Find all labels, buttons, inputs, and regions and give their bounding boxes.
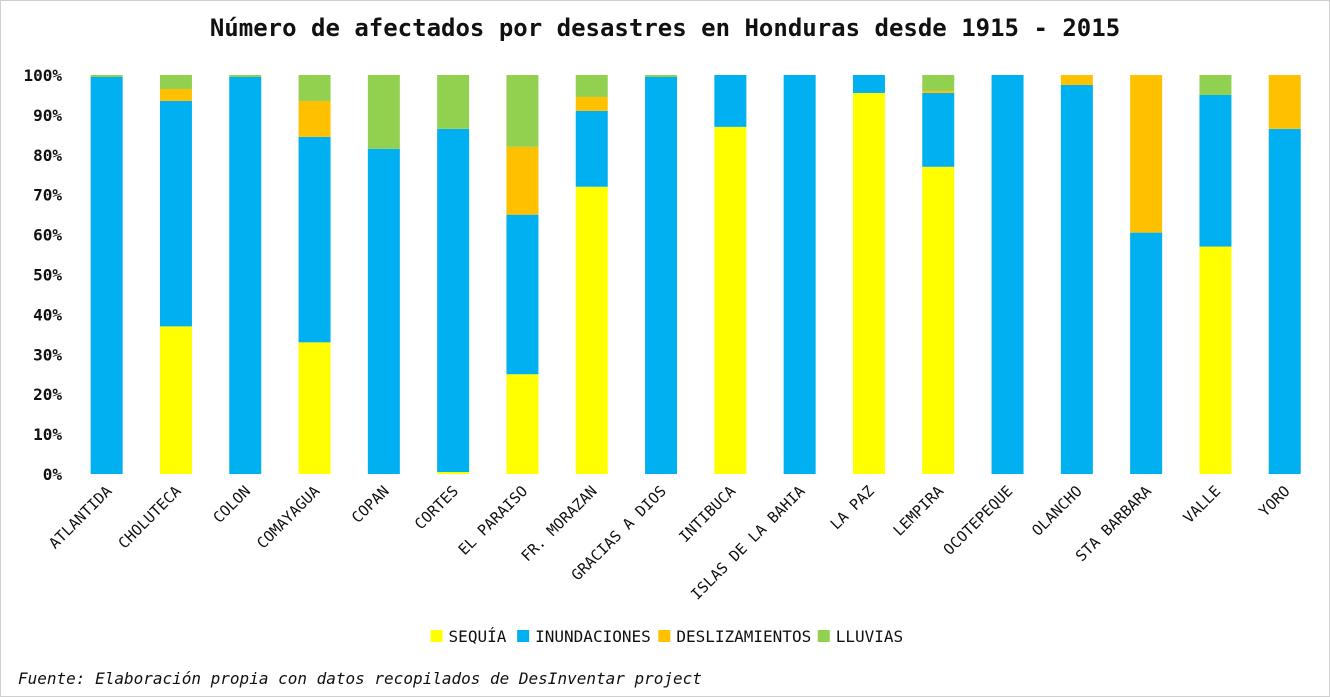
bar-segment <box>90 76 123 475</box>
bar-segment <box>575 96 608 111</box>
bar-segment <box>367 148 400 474</box>
x-tick-label: LEMPIRA <box>890 482 947 539</box>
bar-segment <box>367 75 400 149</box>
bar-segment <box>922 92 955 167</box>
bar-segment <box>506 374 539 474</box>
bar-segment <box>1060 84 1093 474</box>
y-tick-label: 30% <box>33 345 62 364</box>
bar-segment <box>575 110 608 187</box>
legend-label: LLUVIAS <box>836 627 903 646</box>
y-tick-label: 50% <box>33 266 62 285</box>
y-axis-labels: 0% 10% 20% 30% 40% 50% 60% 70% 80% 90% 100% <box>23 66 62 484</box>
bar-segment <box>229 75 262 77</box>
bar-segment <box>852 75 885 93</box>
x-tick-label: VALLE <box>1180 482 1225 527</box>
y-tick-label: 80% <box>33 146 62 165</box>
bar-segment <box>1199 246 1232 474</box>
bar-segment <box>1199 75 1232 95</box>
bar-segment <box>506 146 539 215</box>
legend: SEQUÍA INUNDACIONES DESLIZAMIENTOS LLUVIAS <box>430 627 903 646</box>
bar-segment <box>714 75 747 127</box>
y-tick-label: 70% <box>33 186 62 205</box>
bar-segment <box>298 342 331 474</box>
x-tick-label: COLON <box>209 482 254 527</box>
bar-segment <box>437 128 470 473</box>
x-tick-label: COMAYAGUA <box>253 482 323 552</box>
bar-segment <box>1199 94 1232 247</box>
bar-segment <box>991 75 1024 474</box>
y-tick-label: 0% <box>43 465 63 484</box>
x-tick-label: YORO <box>1255 482 1293 520</box>
x-tick-label: LA PAZ <box>827 482 878 533</box>
y-tick-label: 20% <box>33 385 62 404</box>
bar-segment <box>1130 75 1163 233</box>
bar-segment <box>645 75 678 77</box>
legend-swatch <box>817 630 830 642</box>
bar-segment <box>506 75 539 147</box>
bar-segment <box>1060 75 1093 85</box>
bar-segment <box>714 126 747 475</box>
y-tick-label: 60% <box>33 226 62 245</box>
chart-title: Número de afectados por desastres en Hon… <box>209 14 1121 42</box>
source-note: Fuente: Elaboración propia con datos rec… <box>18 669 702 688</box>
bar-segment <box>159 100 192 327</box>
bar-segment <box>922 166 955 474</box>
legend-swatch <box>517 630 530 642</box>
bar-segment <box>645 76 678 475</box>
y-tick-label: 10% <box>33 425 62 444</box>
bar-segment <box>1268 128 1301 475</box>
bar-segment <box>783 75 816 474</box>
x-tick-label: OCOTEPEQUE <box>940 482 1017 559</box>
bar-segment <box>437 75 470 129</box>
y-tick-label: 100% <box>23 66 62 85</box>
x-tick-label: CORTES <box>411 482 462 533</box>
bar-segment <box>1268 75 1301 129</box>
bar-segment <box>575 186 608 474</box>
x-tick-label: OLANCHO <box>1028 482 1085 539</box>
bar-segment <box>298 100 331 137</box>
x-axis-labels: ATLANTIDA CHOLUTECA COLON COMAYAGUA COPAN COR… <box>45 482 1293 603</box>
bar-segment <box>159 88 192 101</box>
bar-segment <box>298 75 331 101</box>
legend-label: DESLIZAMIENTOS <box>676 627 811 646</box>
legend-swatch <box>430 630 443 642</box>
bar-segment <box>922 90 955 93</box>
bar-segment <box>852 92 885 474</box>
bar-segment <box>159 75 192 89</box>
y-tick-label: 90% <box>33 106 62 125</box>
bar-segment <box>437 472 470 474</box>
bars <box>90 75 1301 475</box>
x-tick-label: EL PARAISO <box>455 482 532 559</box>
legend-swatch <box>658 630 671 642</box>
bar-segment <box>229 76 262 475</box>
bar-segment <box>922 75 955 91</box>
legend-label: INUNDACIONES <box>535 627 651 646</box>
bar-segment <box>298 136 331 343</box>
x-tick-label: ATLANTIDA <box>45 482 115 552</box>
bar-segment <box>506 214 539 375</box>
y-tick-label: 40% <box>33 305 62 324</box>
x-tick-label: ISLAS DE LA BAHIA <box>687 482 808 603</box>
legend-label: SEQUÍA <box>449 627 507 646</box>
bar-segment <box>90 75 123 77</box>
bar-segment <box>1130 232 1163 474</box>
bar-segment <box>159 326 192 474</box>
x-tick-label: CHOLUTECA <box>115 482 185 552</box>
bar-segment <box>575 75 608 97</box>
x-tick-label: INTIBUCA <box>675 482 739 546</box>
x-tick-label: COPAN <box>348 482 393 527</box>
